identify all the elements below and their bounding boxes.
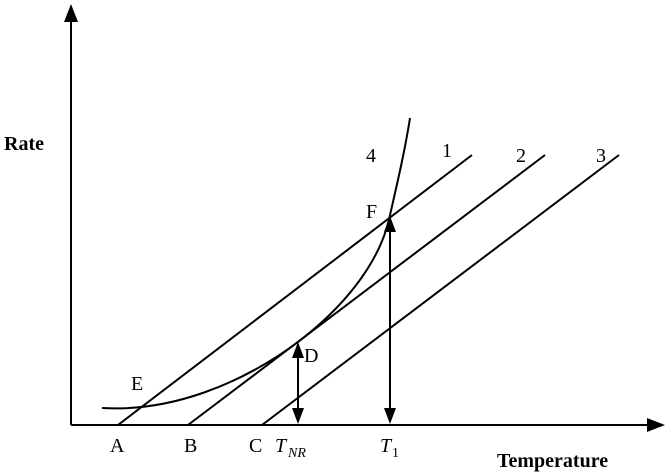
marker-t1-label: T — [380, 435, 393, 457]
point-e-label: E — [131, 373, 143, 395]
line-1 — [117, 154, 473, 426]
y-axis-label: Rate — [4, 133, 44, 155]
tnr-arrow-head-down — [292, 408, 304, 424]
tnr-arrow-head-up — [292, 342, 304, 358]
y-axis-arrow — [64, 4, 78, 22]
curve-4 — [101, 117, 411, 410]
marker-tnr-subscript: NR — [287, 446, 306, 461]
line-2-label: 2 — [516, 145, 526, 167]
marker-a-label: A — [110, 435, 125, 457]
curve-4-label: 4 — [366, 145, 376, 167]
t1-arrow-head-up — [384, 216, 396, 232]
marker-t1-subscript: 1 — [392, 446, 399, 461]
line-1-label: 1 — [442, 140, 452, 162]
line-3-label: 3 — [596, 145, 606, 167]
point-d-label: D — [304, 345, 318, 367]
x-axis-label: Temperature — [497, 450, 608, 472]
marker-b-label: B — [184, 435, 197, 457]
marker-tnr-label: T — [275, 435, 288, 457]
line-3 — [261, 154, 620, 426]
marker-c-label: C — [249, 435, 262, 457]
t1-arrow-head-down — [384, 408, 396, 424]
x-axis-arrow — [647, 418, 665, 432]
point-f-label: F — [366, 201, 377, 223]
line-2 — [187, 154, 546, 426]
